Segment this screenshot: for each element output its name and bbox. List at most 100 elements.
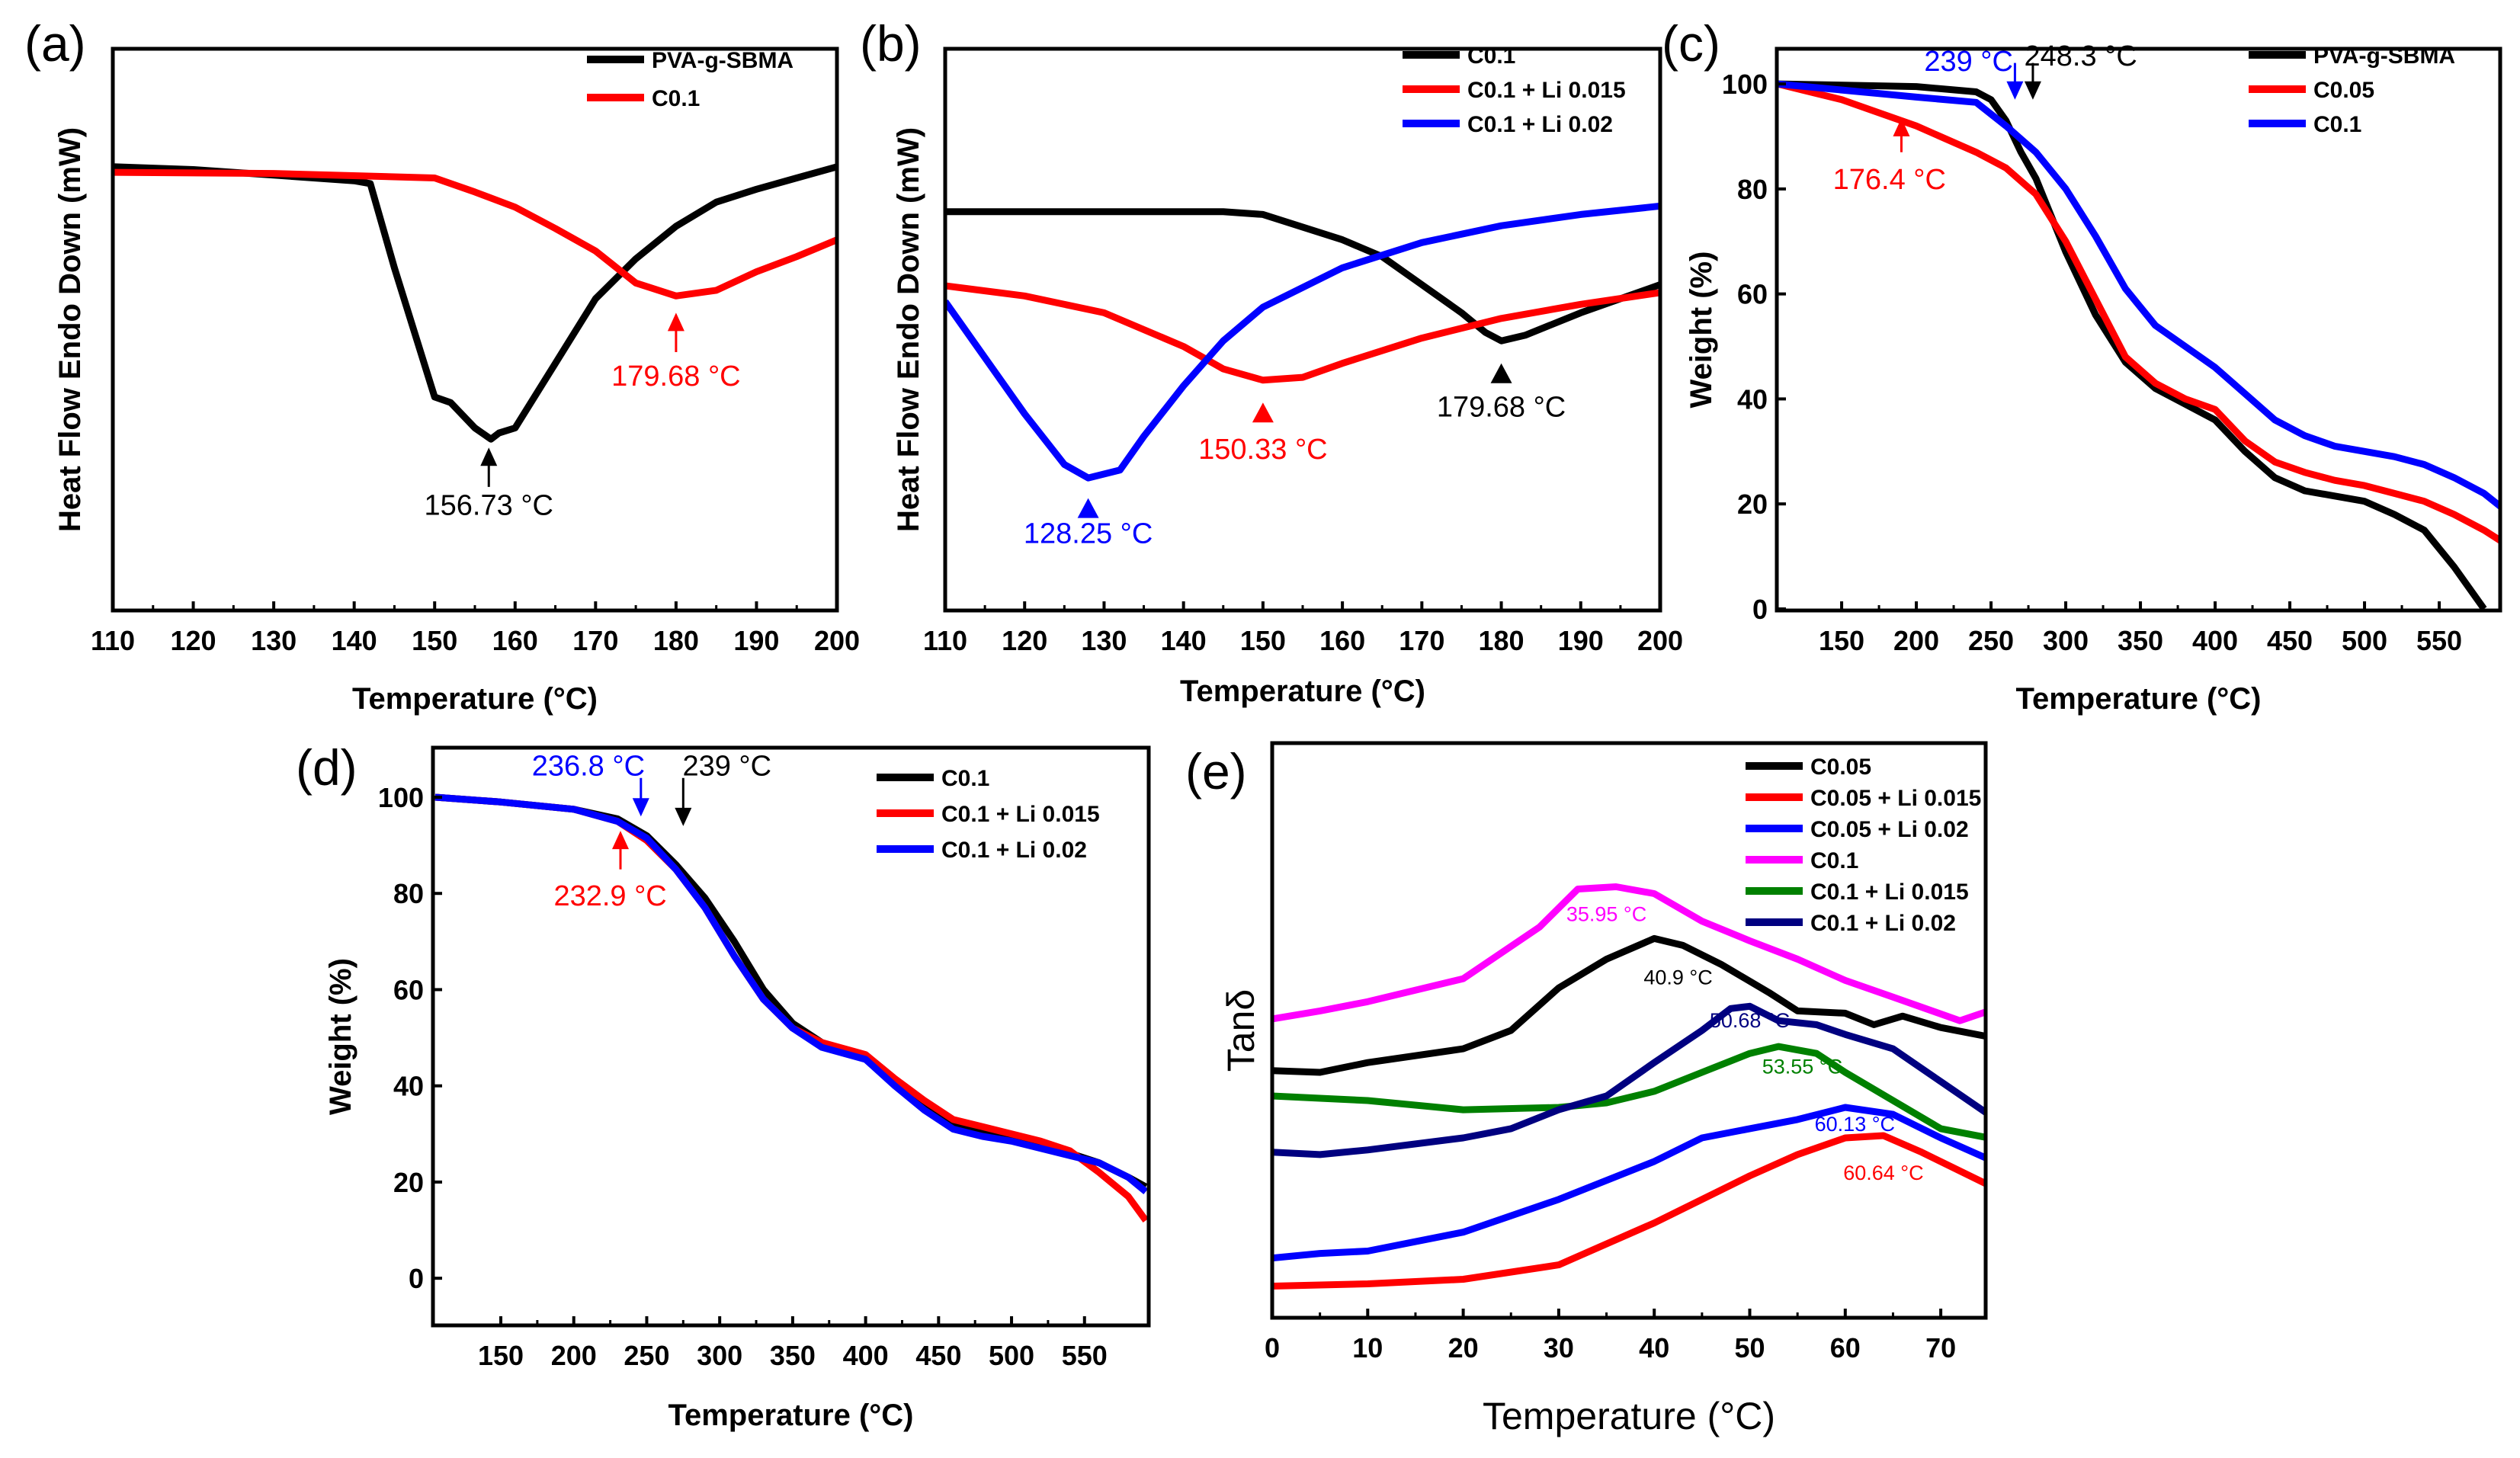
onset-annotation: 236.8 °C [532, 751, 645, 783]
x-tick-label: 170 [1399, 625, 1444, 656]
y-axis-label: Weight (%) [324, 958, 357, 1115]
y-tick-label: 0 [409, 1263, 424, 1294]
arrow-down-icon [2006, 81, 2024, 100]
legend-entry: C0.1 [1810, 848, 1858, 873]
y-tick-label: 20 [1737, 489, 1768, 520]
x-tick-label: 10 [1352, 1332, 1383, 1363]
peak-marker-triangle-icon [1252, 402, 1274, 423]
y-axis-label: Weight (%) [1685, 252, 1718, 409]
x-tick-label: 500 [989, 1340, 1034, 1371]
x-tick-label: 400 [843, 1340, 889, 1371]
legend-entry: C0.1 [941, 766, 989, 791]
onset-annotation: 232.9 °C [553, 880, 666, 912]
x-tick-label: 180 [1479, 625, 1525, 656]
series-line-c0-1-li-0-015 [1272, 1043, 1986, 1141]
panel-label: (e) [1185, 743, 1247, 799]
arrow-down-icon [2024, 81, 2041, 100]
x-tick-label: 200 [1893, 625, 1939, 656]
series-line-pva-g-sbma [1777, 80, 2487, 610]
x-tick-label: 70 [1925, 1332, 1956, 1363]
x-axis-label: Temperature (°C) [1180, 675, 1425, 708]
y-tick-label: 20 [393, 1167, 424, 1198]
onset-annotation: 239 °C [682, 751, 771, 783]
y-tick-label: 40 [1737, 383, 1768, 415]
series-line-c0-1-li-0-015 [945, 282, 1660, 384]
panel-e: (e) 0 10 20 30 40 50 60 70 Temperature (°C) Tanδ C0… [1185, 741, 1988, 1437]
x-tick-label: 110 [91, 625, 135, 656]
panel-d: (d) 150 200 250 300 350 400 450 500 550 0 20 40 60 80 1… [296, 739, 1151, 1432]
onset-annotation: 179.68 °C [611, 360, 740, 393]
series-line-c0-1 [1777, 80, 2500, 510]
panel-label: (a) [24, 15, 86, 72]
x-tick-label: 150 [478, 1340, 524, 1371]
legend-entry: C0.1 [652, 86, 700, 111]
x-tick-label: 20 [1448, 1332, 1479, 1363]
plot-frame [111, 46, 839, 613]
peak-annotation: 150.33 °C [1198, 434, 1327, 466]
legend-entry: C0.05 [1810, 755, 1871, 780]
x-tick-label: 130 [1081, 625, 1127, 656]
x-axis-label: Temperature (°C) [352, 682, 598, 716]
series-line-c0-1-li-0-02 [945, 202, 1660, 482]
peak-annotation: 60.13 °C [1815, 1113, 1895, 1136]
x-tick-label: 120 [1002, 625, 1047, 656]
peak-annotation: 40.9 °C [1643, 966, 1712, 989]
peak-annotation: 50.68 °C [1710, 1009, 1790, 1032]
x-tick-label: 50 [1734, 1332, 1765, 1363]
legend-entry: C0.1 + Li 0.015 [1467, 78, 1626, 103]
arrow-up-icon [1893, 117, 1910, 136]
x-tick-label: 140 [332, 625, 377, 656]
legend-entry: C0.05 + Li 0.015 [1810, 786, 1981, 811]
y-tick-label: 80 [1737, 174, 1768, 205]
legend-entry: C0.1 + Li 0.02 [941, 838, 1087, 863]
arrow-up-icon [480, 447, 498, 466]
y-tick-label: 40 [393, 1071, 424, 1102]
x-tick-label: 160 [1319, 625, 1365, 656]
legend-entry: C0.1 + Li 0.02 [1810, 911, 1956, 936]
panel-a: (a) 110 120 130 140 150 160 170 180 190 200 Tempera… [24, 15, 860, 716]
x-tick-label: 150 [1240, 625, 1286, 656]
series-line-c0-05 [1272, 934, 1986, 1076]
y-tick-label: 100 [1722, 69, 1768, 100]
series-line-pva-g-sbma [113, 163, 837, 443]
series-line-c0-05-li-0-015 [1272, 1132, 1986, 1290]
legend-entry: PVA-g-SBMA [652, 48, 794, 73]
legend-entry: C0.1 [1467, 43, 1515, 69]
onset-annotation: 248.3 °C [2025, 40, 2137, 72]
x-tick-label: 30 [1544, 1332, 1574, 1363]
x-tick-label: 350 [2118, 625, 2163, 656]
x-tick-label: 190 [1558, 625, 1604, 656]
legend-entry: C0.1 + Li 0.015 [1810, 880, 1969, 905]
arrow-up-icon [667, 312, 685, 332]
y-axis-label: Tanδ [1220, 989, 1262, 1072]
plot-frame [1270, 741, 1988, 1320]
peak-annotation: 53.55 °C [1762, 1056, 1842, 1078]
y-tick-label: 60 [393, 974, 424, 1005]
legend-entry: C0.05 [2313, 78, 2374, 103]
arrow-up-icon [611, 831, 629, 850]
panel-label: (c) [1662, 15, 1720, 72]
peak-marker-triangle-icon [1077, 498, 1099, 518]
x-tick-label: 500 [2342, 625, 2387, 656]
panel-b: (b) 110 120 130 140 150 160 170 180 190 200 Tempera… [860, 15, 1683, 708]
x-tick-label: 550 [2416, 625, 2462, 656]
x-tick-label: 300 [697, 1340, 742, 1371]
legend-entry: C0.1 + Li 0.015 [941, 802, 1100, 827]
arrow-down-icon [632, 798, 649, 817]
x-tick-label: 300 [2043, 625, 2089, 656]
series-line-c0-1-li-0-02 [434, 793, 1149, 1194]
onset-annotation: 239 °C [1924, 46, 2013, 78]
x-tick-label: 60 [1830, 1332, 1861, 1363]
x-tick-label: 400 [2192, 625, 2238, 656]
y-axis-label: Heat Flow Endo Down (mW) [53, 127, 87, 532]
onset-annotation: 176.4 °C [1833, 164, 1946, 196]
x-axis-label: Temperature (°C) [668, 1399, 914, 1432]
x-tick-label: 250 [624, 1340, 669, 1371]
plot-frame [431, 745, 1151, 1328]
x-axis-label: Temperature (°C) [2016, 682, 2262, 716]
x-tick-label: 150 [412, 625, 457, 656]
y-tick-label: 60 [1737, 279, 1768, 310]
legend-entry: C0.05 + Li 0.02 [1810, 817, 1969, 842]
x-tick-label: 120 [171, 625, 216, 656]
